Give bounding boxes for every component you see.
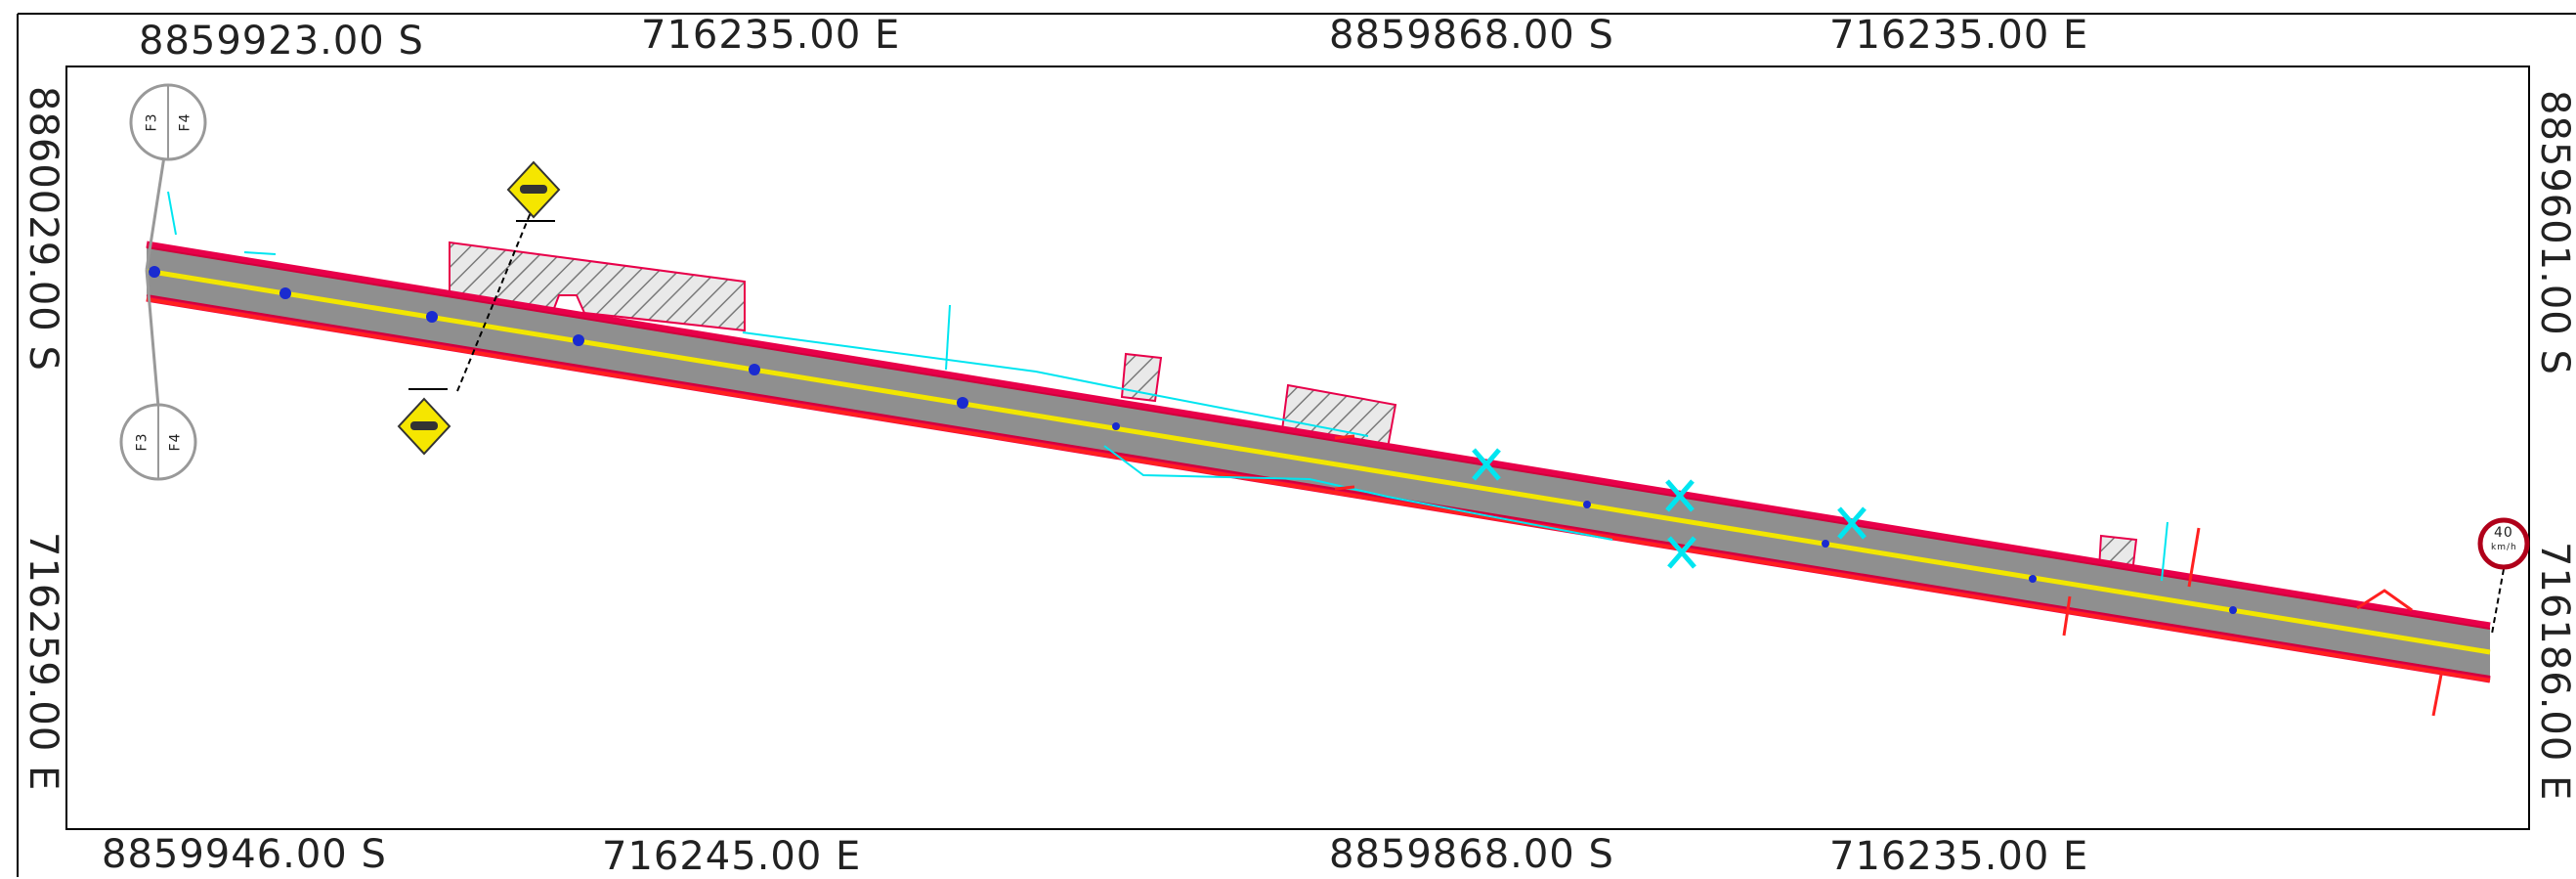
road	[146, 241, 2491, 683]
coord-left-1: 8860029.00 S	[21, 86, 65, 372]
marker-top-label-b: F4	[177, 112, 193, 132]
survey-point	[2229, 606, 2237, 614]
road-boundary-south	[146, 297, 2491, 682]
survey-point	[279, 287, 291, 299]
speed-limit-unit: km/h	[2491, 543, 2517, 552]
coord-bottom-3: 8859868.00 S	[1329, 832, 1614, 877]
annotation-line	[1103, 445, 1613, 541]
road-edge-south-inner	[146, 294, 2491, 678]
coord-bottom-2: 716245.00 E	[602, 834, 862, 879]
boundary-line	[2187, 527, 2201, 588]
survey-point	[957, 397, 968, 409]
speed-limit-icon	[2477, 517, 2530, 635]
boundary-line	[2431, 674, 2443, 717]
red-boundary-lines	[1334, 434, 2443, 717]
marker-top-label-a: F3	[144, 112, 160, 132]
survey-point	[573, 334, 584, 346]
annotation-line	[742, 331, 1369, 437]
annotation-line	[2161, 521, 2168, 582]
annotation-line	[243, 251, 277, 255]
road-edge-north-inner	[146, 246, 2491, 630]
boundary-line	[1334, 434, 1355, 440]
marker-bottom-label-b: F4	[167, 432, 184, 452]
annotation-line	[945, 304, 951, 371]
section-marker-icon	[129, 83, 207, 161]
survey-point	[1583, 501, 1591, 508]
survey-point	[2029, 575, 2037, 583]
building-footprint	[1120, 352, 1163, 403]
coord-top-4: 716235.00 E	[1829, 13, 2089, 58]
warning-sign-icon	[397, 397, 451, 456]
section-marker-icon	[119, 403, 197, 481]
survey-point	[149, 266, 160, 278]
cross-mark-icon	[1472, 448, 1501, 481]
annotation-line	[167, 191, 177, 236]
road-centerline	[146, 268, 2491, 655]
coord-left-2: 716259.00 E	[21, 532, 65, 792]
coord-right-1: 8859601.00 S	[2532, 90, 2576, 375]
cross-marks	[1472, 448, 1867, 569]
cross-mark-icon	[1667, 536, 1696, 569]
marker-bottom-label-a: F3	[134, 432, 150, 452]
inner-frame	[65, 66, 2530, 830]
boundary-line	[2062, 595, 2072, 637]
coord-bottom-4: 716235.00 E	[1829, 834, 2089, 879]
coord-top-1: 8859923.00 S	[139, 19, 424, 64]
boundary-line	[1334, 485, 1355, 491]
warning-sign-icon	[506, 160, 561, 219]
section-markers	[119, 83, 207, 481]
cyan-annotations	[167, 191, 2168, 582]
warning-signs	[397, 160, 561, 456]
survey-points	[149, 266, 2237, 614]
coord-bottom-1: 8859946.00 S	[102, 832, 387, 877]
survey-point	[749, 364, 760, 375]
coord-right-2: 716186.00 E	[2532, 542, 2576, 802]
cross-mark-icon	[1837, 506, 1867, 540]
cross-mark-icon	[1665, 479, 1695, 512]
road-edge-north	[146, 241, 2491, 630]
coord-top-2: 716235.00 E	[641, 13, 901, 58]
speed-limit-value: 40	[2494, 525, 2513, 541]
coord-top-3: 8859868.00 S	[1329, 13, 1614, 58]
building-footprints	[449, 241, 2138, 575]
survey-point	[426, 311, 438, 323]
survey-point	[1822, 540, 1829, 548]
boundary-line	[2356, 589, 2413, 612]
survey-point	[1112, 422, 1120, 430]
